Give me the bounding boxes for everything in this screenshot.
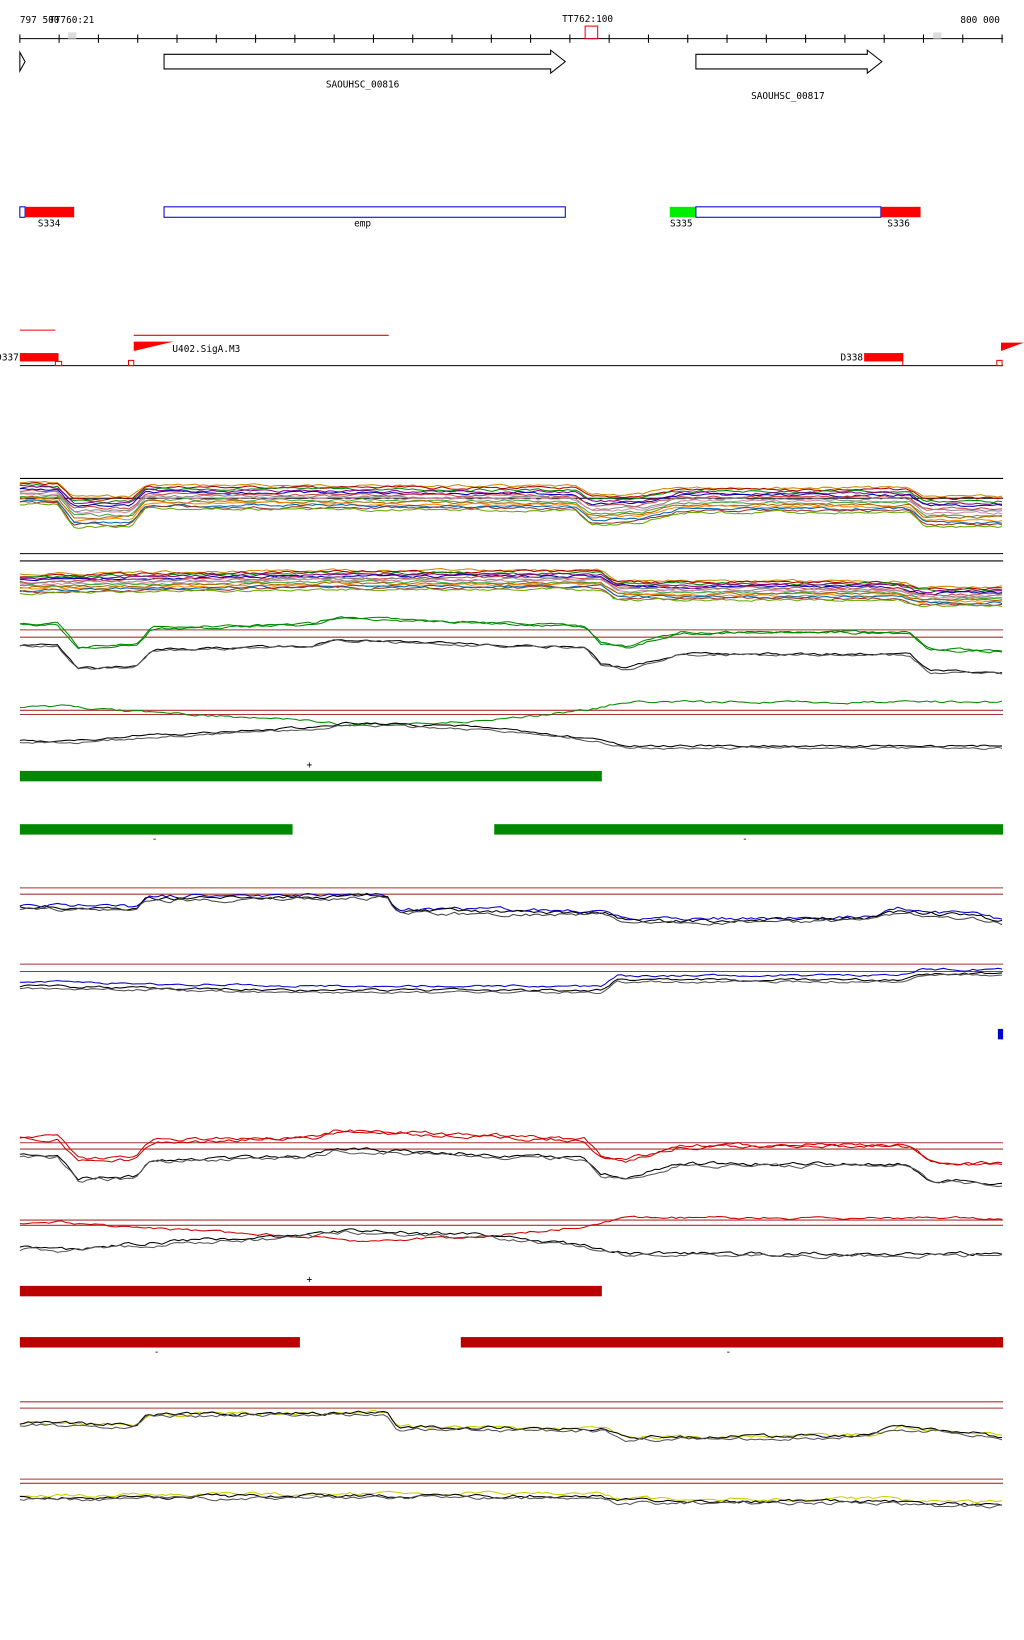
- strand-label: +: [306, 1275, 312, 1286]
- signal-line: [19, 489, 1003, 511]
- promoter: [19, 353, 59, 362]
- signal-line: [19, 1149, 1003, 1188]
- strand-bar: [19, 824, 293, 835]
- marker-label: TT760:21: [49, 15, 95, 26]
- strand-label: -: [725, 1347, 731, 1358]
- signal-line: [19, 1490, 1003, 1504]
- signal-line: [19, 499, 1003, 525]
- signal-line: [19, 639, 1003, 674]
- promoter-flag: [133, 341, 174, 361]
- feature-label: S334: [38, 219, 61, 230]
- promoter-tick: [128, 359, 135, 367]
- feature-label: S335: [670, 219, 693, 230]
- promoter-label: U402.SigA.M3: [172, 344, 240, 355]
- terminator-marker: [67, 32, 77, 39]
- promoter-label: D337: [0, 352, 19, 363]
- signal-line: [19, 502, 1003, 529]
- feature-label: S336: [887, 219, 910, 230]
- signal-line: [19, 494, 1003, 518]
- signal-line: [19, 893, 1003, 924]
- marker: [997, 1028, 1004, 1040]
- signal-line: [19, 971, 1003, 992]
- strand-label: -: [152, 834, 158, 845]
- gene-arrow: [19, 50, 26, 74]
- signal-line: [19, 500, 1003, 527]
- signal-tracks: [19, 477, 1004, 1509]
- signal-line: [19, 699, 1003, 727]
- signal-line: [19, 484, 1003, 504]
- gene-arrow: [163, 49, 567, 75]
- feature: [695, 206, 882, 218]
- feature-label: emp: [354, 219, 371, 230]
- signal-line: [19, 490, 1003, 513]
- signal-line: [19, 584, 1003, 605]
- signal-line: [19, 581, 1003, 601]
- signal-line: [19, 485, 1003, 506]
- strand-label: +: [306, 760, 312, 771]
- signal-line: [19, 572, 1003, 594]
- signal-line: [19, 1410, 1003, 1440]
- promoter-tick: [996, 359, 1003, 367]
- signal-line: [19, 578, 1003, 599]
- signal-line: [19, 724, 1003, 751]
- signal-line: [19, 1228, 1003, 1257]
- feature: [880, 206, 921, 218]
- promoter-label: D338: [840, 352, 863, 363]
- strand-bar: [19, 1285, 602, 1297]
- signal-line: [19, 488, 1003, 507]
- signal-line: [19, 482, 1003, 501]
- strand-label: -: [154, 1347, 160, 1358]
- ruler-ticks: [19, 34, 1003, 43]
- gene-label: SAOUHSC_00817: [751, 91, 825, 102]
- signal-line: [19, 1494, 1003, 1509]
- gene-arrow: [695, 49, 883, 75]
- terminator-marker: [584, 25, 599, 40]
- signal-line: [19, 568, 1003, 589]
- signal-line: [19, 639, 1003, 675]
- signal-line: [19, 495, 1003, 520]
- signal-line: [19, 480, 1003, 498]
- feature: [19, 206, 26, 218]
- signal-line: [19, 1230, 1003, 1260]
- gene-label: SAOUHSC_00816: [326, 80, 400, 91]
- signal-line: [19, 1215, 1003, 1243]
- feature: [25, 206, 75, 218]
- terminator-marker: [933, 32, 942, 39]
- signal-line: [19, 616, 1003, 654]
- promoter-flag: [1001, 342, 1024, 361]
- promoter: [864, 353, 903, 362]
- signal-line: [19, 895, 1003, 926]
- signal-line: [19, 575, 1003, 597]
- marker-label: TT762:100: [562, 14, 613, 25]
- strand-bar: [460, 1337, 1004, 1348]
- signal-line: [19, 616, 1003, 652]
- promoter-tick: [54, 360, 63, 367]
- signal-line: [19, 1409, 1003, 1440]
- signal-line: [19, 1129, 1003, 1166]
- ruler-start: 797 500: [20, 15, 60, 26]
- strand-bar: [19, 1337, 300, 1348]
- signal-line: [19, 1147, 1003, 1186]
- signal-line: [19, 1412, 1003, 1443]
- signal-line: [19, 585, 1003, 607]
- signal-line: [19, 1130, 1003, 1166]
- feature: [669, 206, 696, 218]
- strand-label: -: [742, 834, 748, 845]
- feature: [163, 206, 566, 218]
- signal-line: [19, 721, 1003, 748]
- signal-line: [19, 569, 1003, 591]
- signal-line: [19, 973, 1003, 995]
- signal-line: [19, 582, 1003, 604]
- signal-line: [19, 587, 1003, 608]
- ruler-end: 800 000: [960, 15, 1000, 26]
- strand-bar: [19, 770, 602, 782]
- strand-bar: [494, 824, 1004, 835]
- signal-line: [19, 967, 1003, 988]
